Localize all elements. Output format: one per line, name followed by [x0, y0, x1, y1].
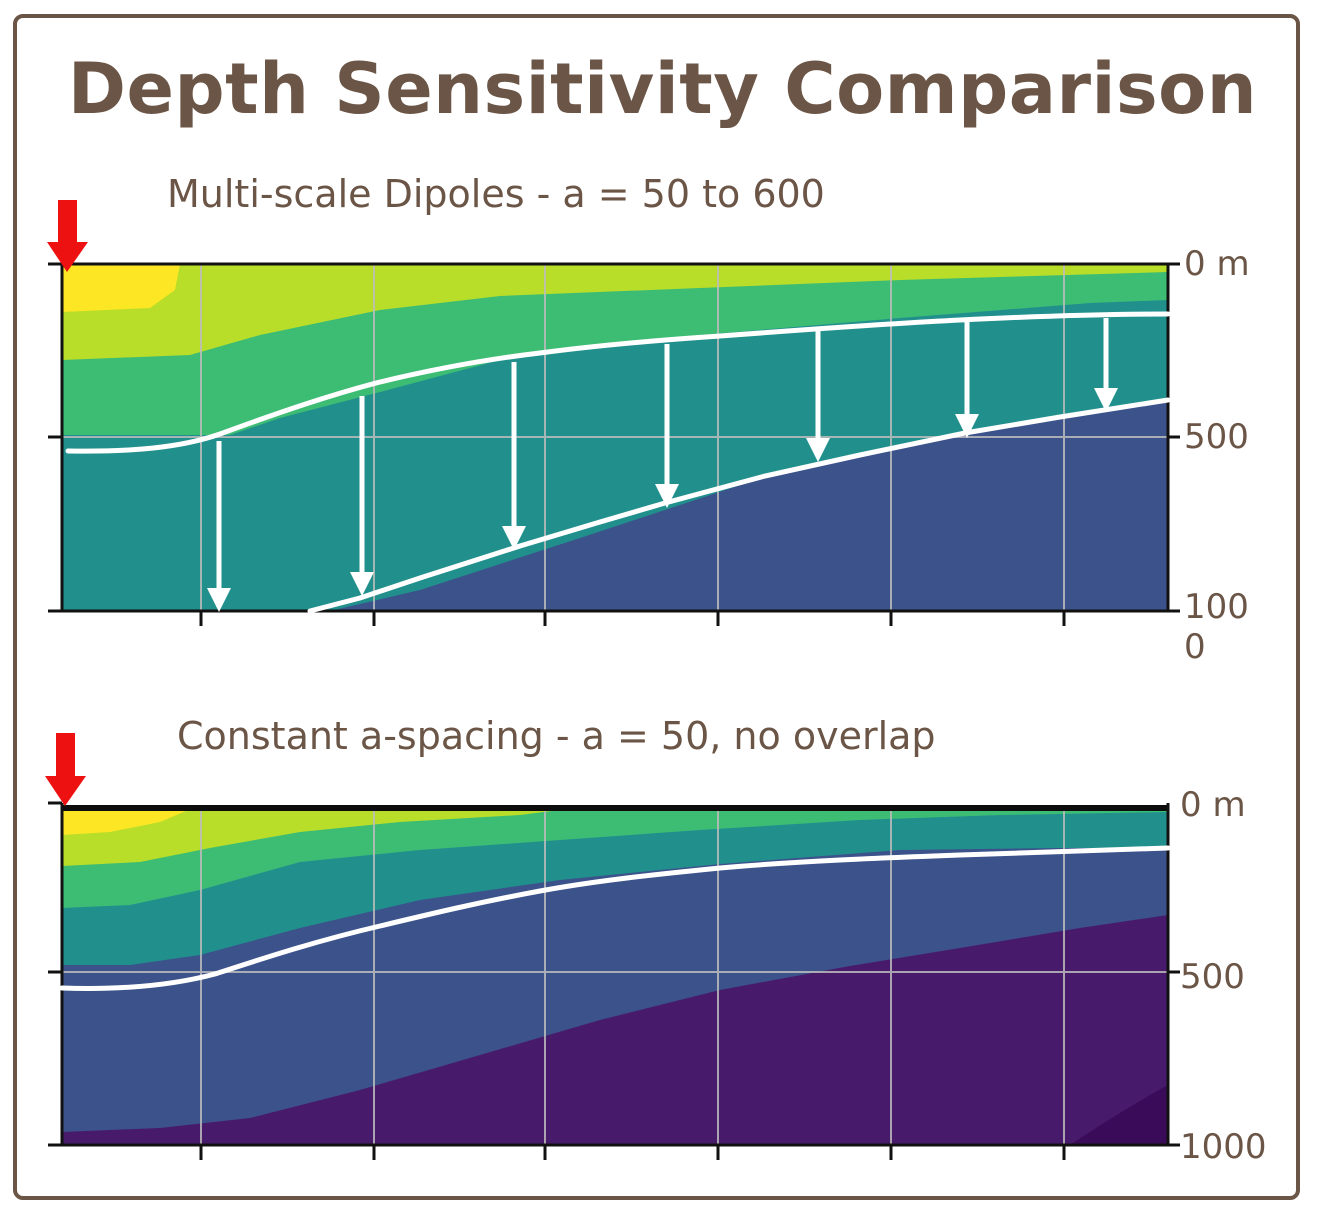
panel2-heatmap	[62, 805, 1168, 1145]
panel2-axes	[48, 801, 1180, 1160]
panel2-band-green	[62, 805, 1168, 908]
panel1-axes	[48, 262, 1180, 626]
panel1-upper-boundary	[65, 311, 1171, 454]
panel1-ytick-1000: 100 0	[1184, 587, 1260, 667]
panel2-ytick-500: 500	[1180, 957, 1245, 997]
shift-arrow	[806, 330, 830, 462]
panel2-band-darkest	[1070, 1085, 1168, 1145]
panel2-band-yellow	[62, 805, 200, 835]
panel1-shift-arrows	[207, 318, 1118, 612]
panel2-band-lime	[62, 805, 600, 866]
panel2-marker-arrow	[45, 733, 86, 806]
panel2-upper-boundary	[59, 845, 1171, 991]
panel2-surface-strip	[62, 805, 1168, 811]
shift-arrow	[955, 321, 979, 438]
panel1-marker-arrow	[47, 200, 88, 272]
panel2-title: Constant a-spacing - a = 50, no overlap	[177, 714, 936, 758]
panel1-title: Multi-scale Dipoles - a = 50 to 600	[167, 172, 825, 216]
shift-arrow	[350, 396, 374, 596]
panel2-grid	[62, 811, 1168, 1145]
panel1-ytick-500: 500	[1184, 417, 1249, 457]
panel1-grid	[62, 264, 1168, 611]
panel1-ytick-1000-line2: 0	[1184, 627, 1206, 667]
shift-arrow	[655, 344, 679, 508]
shift-arrow	[1094, 318, 1118, 412]
shift-arrow	[207, 441, 231, 612]
panel1-band-yellow	[62, 264, 180, 312]
panel1-ytick-0: 0 m	[1184, 244, 1250, 284]
panel1-band-lime	[62, 264, 1168, 360]
panel2-ytick-0: 0 m	[1180, 785, 1246, 825]
panel2-ytick-1000: 1000	[1180, 1127, 1267, 1167]
panel1-ytick-1000-line1: 100	[1184, 587, 1249, 627]
shift-arrow	[502, 362, 526, 550]
figure-title: Depth Sensitivity Comparison	[67, 48, 1258, 130]
